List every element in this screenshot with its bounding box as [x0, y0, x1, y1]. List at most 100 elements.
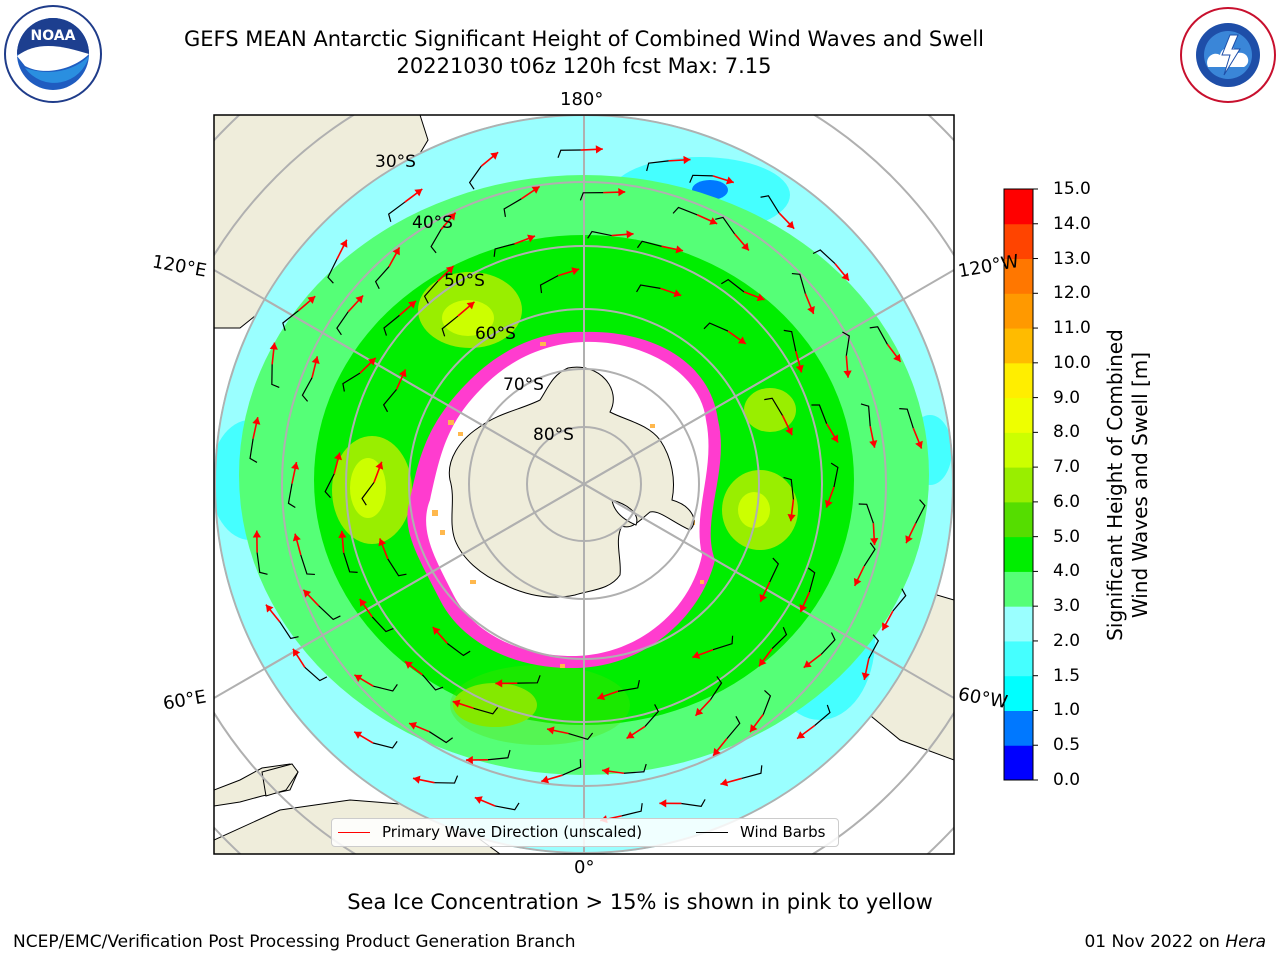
wind-barb [300, 554, 315, 576]
wind-barb [842, 331, 850, 356]
wave-arrow-head [726, 176, 734, 185]
wind-barb [812, 249, 836, 265]
wave-arrow-head [404, 661, 413, 669]
lat-label-70s: 70°S [503, 375, 544, 395]
colorbar-segment [1004, 675, 1033, 711]
wind-barb [373, 684, 398, 692]
colorbar-tick-label: 0.0 [1053, 770, 1081, 790]
wave-arrow-head [292, 533, 301, 542]
colorbar-segment [1004, 432, 1033, 468]
colorbar [1003, 188, 1038, 781]
wave-arrow-head [803, 660, 812, 668]
wave-arrow-head [720, 778, 729, 787]
wind-barb [617, 679, 640, 692]
wind-barb [361, 482, 375, 506]
wave-arrow-head [905, 535, 913, 544]
colorbar-segment [1004, 362, 1033, 399]
wave-arrow-head [398, 369, 407, 378]
map-legend: Primary Wave Direction (unscaled) Wind B… [331, 818, 839, 847]
wave-arrow-head [375, 461, 384, 470]
wave-arrow-head [882, 622, 890, 631]
wave-arrow-head [338, 530, 347, 539]
wave-arrow-head [466, 301, 475, 310]
wave-arrow-head [683, 155, 691, 165]
wave-arrow-head [807, 306, 815, 314]
colorbar-segment [1004, 397, 1033, 433]
wave-arrow-head [291, 462, 300, 470]
wind-barb [429, 731, 454, 744]
footer-date: 01 Nov 2022 on Hera [1084, 932, 1266, 952]
lat-label-80s: 80°S [533, 425, 574, 445]
chart-title: GEFS MEAN Antarctic Significant Height o… [183, 27, 985, 51]
wind-barb [557, 149, 581, 158]
wave-arrow-head [915, 440, 923, 449]
wind-barb [336, 311, 349, 336]
wave-arrow-head [799, 604, 807, 613]
wind-barb [689, 174, 713, 183]
wave-arrow-head [490, 152, 499, 160]
wind-barb [423, 280, 439, 304]
sea-ice-note: Sea Ice Concentration > 15% is shown in … [347, 890, 933, 914]
wave-arrow-head [843, 370, 852, 378]
colorbar-tick-label: 3.0 [1053, 596, 1081, 617]
wave-arrow-head [409, 722, 417, 730]
wave-arrow-head [292, 648, 301, 657]
wind-barb [371, 616, 394, 633]
wave-arrow-head [861, 672, 870, 680]
wave-arrow-head [392, 247, 400, 256]
colorbar-segment [1004, 710, 1033, 746]
wave-arrow-head [378, 538, 387, 547]
wind-barb [493, 243, 515, 257]
wind-barb [899, 408, 914, 429]
wind-barb [434, 775, 459, 784]
colorbar-tick-label: 8.0 [1053, 422, 1081, 443]
wind-barb [623, 763, 647, 774]
legend-red-line [338, 832, 370, 833]
wave-arrow-head [786, 220, 795, 229]
nws-logo [1180, 7, 1276, 103]
wind-barb [256, 552, 268, 575]
wave-arrow-head [269, 342, 278, 350]
wind-barb [726, 716, 741, 740]
wave-arrow-head [692, 651, 701, 659]
wind-barb [304, 666, 328, 682]
colorbar-tick-label: 7.0 [1053, 457, 1081, 478]
colorbar-segment [1004, 189, 1033, 225]
wind-barb [301, 377, 313, 402]
wind-barb [447, 642, 471, 657]
madagascar-land [261, 763, 299, 797]
wind-barb [762, 690, 772, 715]
lat-label-50s: 50°S [444, 271, 485, 291]
wave-arrow-head [495, 679, 503, 688]
wind-barb [764, 397, 783, 416]
wind-barb [343, 552, 358, 573]
wind-barb [279, 621, 299, 640]
wind-barb [783, 476, 795, 500]
wind-barb [820, 632, 836, 655]
wind-barb [468, 165, 482, 190]
wind-barb [372, 741, 398, 749]
wave-arrow-head [749, 724, 758, 733]
map-frame [213, 114, 955, 855]
wind-barb [342, 372, 361, 392]
wind-barb [712, 635, 734, 651]
colorbar-tick-label: 10.0 [1053, 352, 1091, 373]
wind-barb [672, 206, 698, 216]
wind-barb [587, 230, 612, 239]
wind-barb [646, 160, 669, 172]
colorbar-segment [1004, 640, 1033, 677]
colorbar-tick-label: 9.0 [1053, 387, 1081, 408]
colorbar-segment [1004, 258, 1033, 294]
wave-arrow-head [445, 265, 454, 274]
wave-arrow-head [830, 434, 838, 443]
wave-arrow-head [265, 604, 274, 613]
colorbar-tick-label: 0.5 [1053, 735, 1081, 756]
colorbar-tick-label: 4.0 [1053, 561, 1081, 582]
wind-barb [636, 240, 662, 249]
wind-barb [858, 503, 874, 524]
wave-arrow-head [465, 755, 473, 765]
colorbar-segment [1004, 606, 1033, 642]
wave-arrow-head [597, 692, 606, 701]
wind-barb [715, 216, 736, 235]
